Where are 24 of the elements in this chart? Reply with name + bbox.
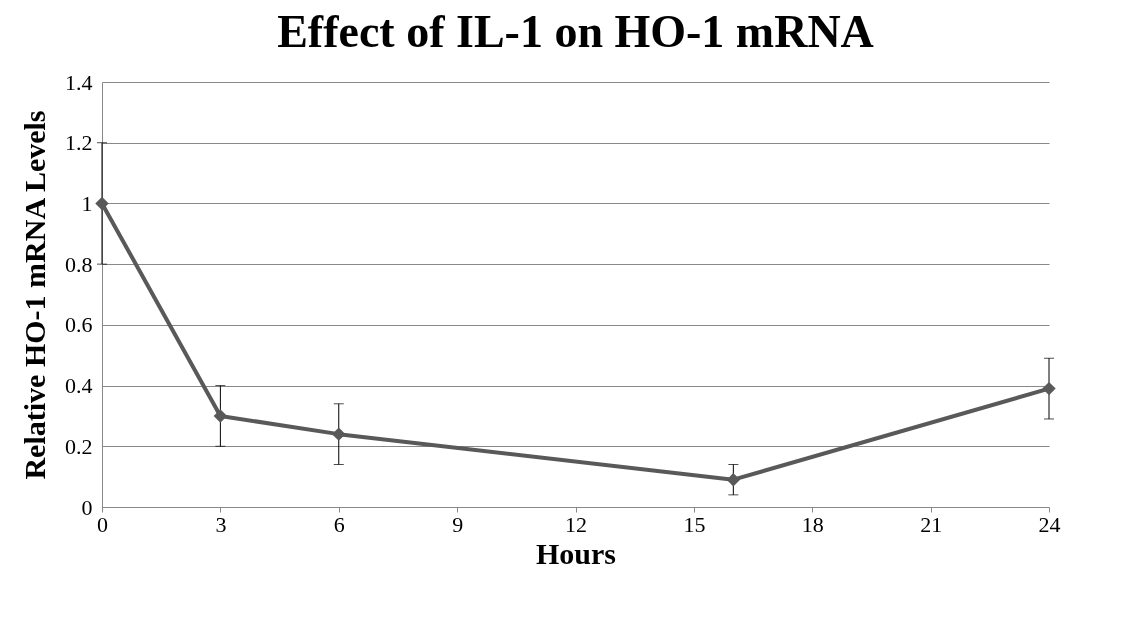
x-tick-label: 3 (215, 511, 227, 537)
point (726, 472, 741, 487)
x-tick-label: 18 (801, 511, 824, 537)
y-tick-label: 1.4 (65, 69, 93, 95)
y-tick-label: 0.8 (65, 251, 93, 277)
point (95, 196, 109, 211)
point (332, 427, 346, 441)
y-tick-label: 0.6 (65, 312, 93, 338)
x-tick-label: 24 (1038, 511, 1061, 537)
chart-title: Effect of IL-1 on HO-1 mRNA (277, 6, 874, 57)
y-tick-label: 0.4 (65, 373, 93, 399)
y-axis-title: Relative HO-1 mRNA Levels (18, 110, 51, 480)
y-tick-label: 0 (81, 494, 93, 520)
x-tick-label: 21 (920, 511, 943, 537)
y-tick-label: 1 (81, 190, 93, 216)
x-axis-title: Hours (535, 536, 617, 570)
x-tick-label: 6 (333, 511, 345, 537)
x-tick-label: 15 (683, 511, 706, 537)
point (1042, 381, 1056, 396)
x-tick-label: 9 (452, 511, 464, 537)
point (213, 409, 228, 423)
x-tick-label: 12 (565, 511, 587, 537)
y-tick-label: 1.2 (65, 130, 93, 156)
y-tick-label: 0.2 (65, 433, 93, 459)
